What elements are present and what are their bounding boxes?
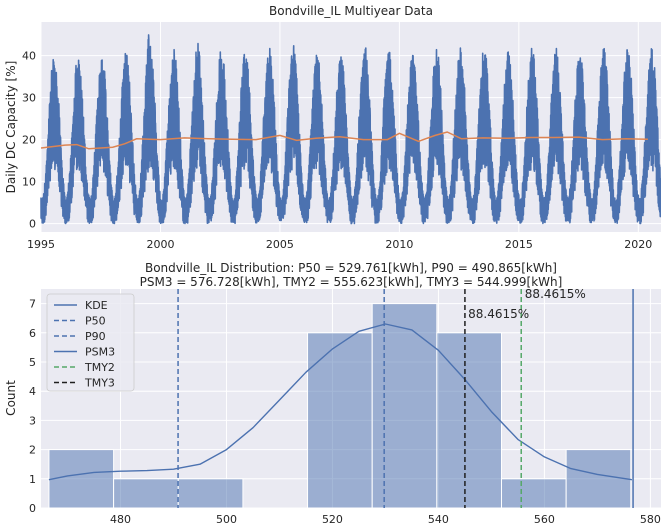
distribution-x-tick-label: 580: [640, 513, 661, 526]
distribution-x-tick-label: 540: [428, 513, 449, 526]
distribution-x-tick-label: 560: [534, 513, 555, 526]
legend-label: TMY3: [84, 377, 115, 390]
distribution-y-tick-label: 6: [29, 327, 36, 340]
timeseries-x-tick-label: 2010: [385, 238, 413, 251]
timeseries-x-tick-label: 2015: [505, 238, 533, 251]
timeseries-y-tick-label: 0: [29, 218, 36, 231]
distribution-y-tick-label: 4: [29, 385, 36, 398]
distribution-x-tick-label: 480: [110, 513, 131, 526]
timeseries-title: Bondville_IL Multiyear Data: [269, 4, 433, 18]
distribution-y-tick-label: 5: [29, 356, 36, 369]
timeseries-series: [40, 34, 661, 225]
distribution-annotations: 88.4615% 88.4615%: [468, 287, 586, 321]
percentile-annotation: 88.4615%: [468, 307, 529, 321]
distribution-title: Bondville_IL Distribution: P50 = 529.761…: [145, 261, 557, 275]
histogram-bar: [436, 332, 502, 509]
rolling-mean-line: [40, 131, 648, 150]
histogram-bar: [500, 478, 567, 509]
legend-label: P50: [85, 315, 106, 328]
distribution-y-ticks: 0 1 2 3 4 5 6 7: [29, 298, 36, 515]
histogram-bar: [177, 478, 244, 509]
percentile-annotation: 88.4615%: [525, 287, 586, 301]
timeseries-x-tick-label: 2000: [146, 238, 174, 251]
reference-lines: [177, 289, 634, 508]
timeseries-y-tick-label: 30: [22, 92, 36, 105]
kde-line: [48, 323, 633, 481]
timeseries-x-ticks: 1995 2000 2005 2010 2015 2020: [27, 238, 652, 251]
distribution-y-tick-label: 1: [29, 473, 36, 486]
distribution-y-tick-label: 3: [29, 414, 36, 427]
legend-label: PSM3: [85, 346, 115, 359]
timeseries-x-tick-label: 1995: [27, 238, 55, 251]
histogram-bar: [48, 449, 115, 509]
distribution-chart: Bondville_IL Distribution: P50 = 529.761…: [4, 261, 661, 526]
timeseries-chart: Bondville_IL Multiyear Data 1995 2000 2005…: [4, 4, 661, 251]
legend-label: P90: [85, 330, 106, 343]
daily-capacity-line: [40, 34, 661, 225]
distribution-x-tick-label: 500: [216, 513, 237, 526]
timeseries-x-tick-label: 2020: [624, 238, 652, 251]
histogram-bar: [113, 478, 179, 509]
timeseries-y-label: Daily DC Capacity [%]: [4, 61, 18, 194]
legend-label: KDE: [85, 299, 108, 312]
legend-label: TMY2: [84, 361, 115, 374]
histogram-bar: [307, 332, 373, 509]
timeseries-y-tick-label: 40: [22, 50, 36, 63]
distribution-legend: KDE P50 P90 PSM3 TMY2 TMY3: [46, 293, 135, 392]
timeseries-y-tick-label: 10: [22, 176, 36, 189]
histogram-bar: [371, 303, 438, 509]
legend-box: [46, 293, 135, 392]
timeseries-y-ticks: 0 10 20 30 40: [22, 50, 36, 231]
timeseries-x-tick-label: 2005: [266, 238, 294, 251]
distribution-y-label: Count: [4, 380, 18, 416]
distribution-y-tick-label: 7: [29, 298, 36, 311]
timeseries-y-tick-label: 20: [22, 134, 36, 147]
kde-curve: [48, 323, 633, 481]
distribution-subtitle: PSM3 = 576.728[kWh], TMY2 = 555.623[kWh]…: [140, 275, 563, 289]
distribution-x-ticks: 480 500 520 540 560 580: [110, 513, 661, 526]
distribution-x-tick-label: 520: [322, 513, 343, 526]
histogram-bars: [48, 303, 632, 509]
distribution-y-tick-label: 2: [29, 444, 36, 457]
histogram-bar: [565, 449, 632, 509]
distribution-y-tick-label: 0: [29, 502, 36, 515]
